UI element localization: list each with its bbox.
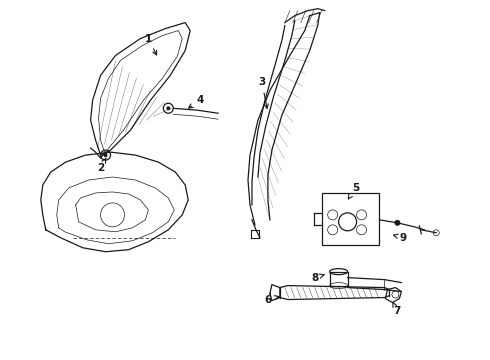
Text: 4: 4: [189, 95, 204, 108]
Text: 3: 3: [258, 77, 269, 108]
Text: 2: 2: [97, 158, 106, 173]
Circle shape: [394, 220, 400, 226]
Circle shape: [166, 106, 171, 110]
Text: 6: 6: [264, 294, 279, 305]
Text: 8: 8: [311, 273, 324, 283]
Text: 9: 9: [393, 233, 407, 243]
Text: 5: 5: [348, 183, 359, 199]
Text: 1: 1: [145, 33, 156, 55]
Text: 7: 7: [393, 303, 401, 316]
Bar: [322, 193, 379, 245]
Circle shape: [103, 153, 107, 157]
